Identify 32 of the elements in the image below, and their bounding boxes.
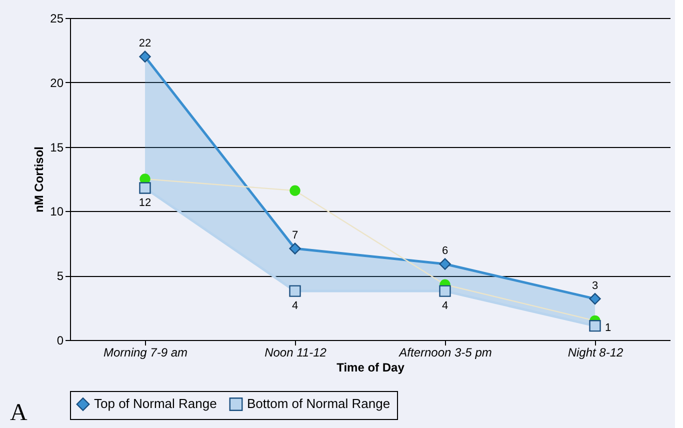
- data-label: 4: [442, 300, 448, 312]
- data-label: 3: [592, 280, 598, 292]
- x-tick-label: Morning 7-9 am: [103, 346, 188, 360]
- data-label: 1: [605, 322, 612, 334]
- text: A: [10, 400, 28, 426]
- data-label: 4: [292, 300, 298, 312]
- point: [439, 258, 451, 270]
- point: [589, 292, 601, 305]
- point: [589, 320, 601, 332]
- legend-label: Top of Normal Range: [94, 396, 217, 412]
- legend-label: Bottom of Normal Range: [247, 396, 390, 412]
- y-axis-title: nM Cortisol: [32, 146, 46, 212]
- x-tick-label: Night 8-12: [568, 346, 624, 360]
- point: [439, 285, 451, 297]
- y-tick-label: 5: [56, 269, 64, 284]
- point: [139, 50, 151, 62]
- x-tick-label: Noon 11-12: [264, 346, 327, 360]
- data-label: 6: [442, 245, 448, 258]
- point: [289, 242, 301, 254]
- point: [290, 185, 300, 196]
- y-tick-label: 20: [50, 76, 64, 90]
- x-tick-label: Afternoon 3-5 pm: [398, 346, 492, 360]
- y-tick-label: 25: [50, 12, 64, 26]
- y-tick-label: 10: [50, 204, 64, 219]
- point: [139, 182, 151, 194]
- data-label: 22: [138, 38, 152, 50]
- x-axis-title: Time of Day: [336, 360, 405, 374]
- point: [289, 285, 301, 297]
- data-label: 12: [138, 197, 152, 210]
- y-tick-label: 15: [50, 140, 64, 154]
- data-label: 7: [292, 230, 298, 242]
- y-tick-label: 0: [56, 334, 64, 348]
